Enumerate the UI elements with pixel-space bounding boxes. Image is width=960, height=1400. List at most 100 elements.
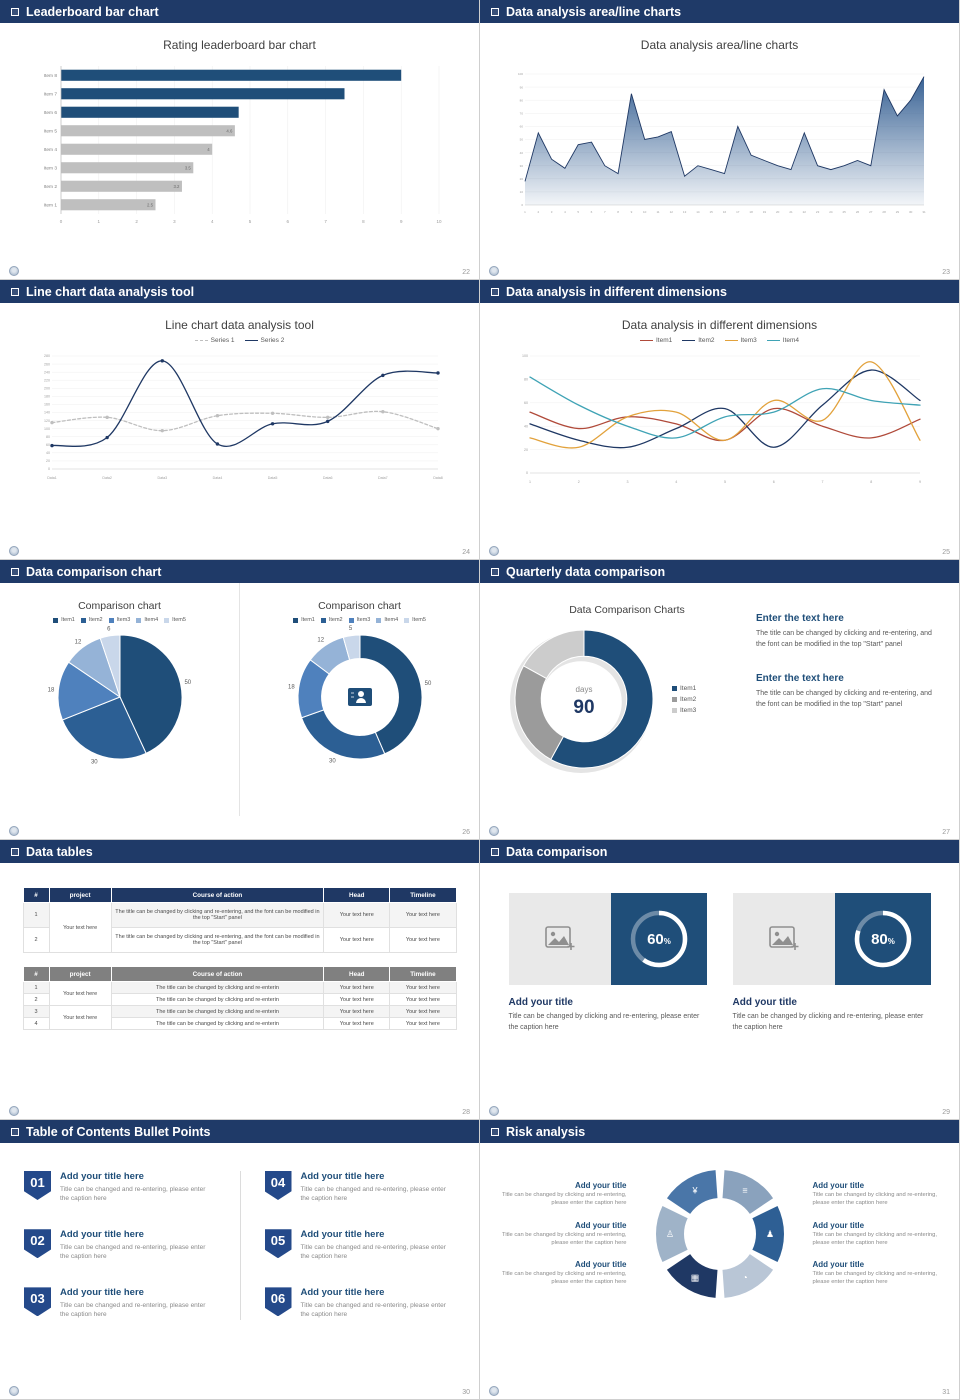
column-header: # (22, 887, 50, 903)
people-icon: ♟ (765, 1229, 773, 1239)
logo-icon (489, 826, 499, 836)
card-title: Add your title (732, 997, 797, 1008)
svg-text:30: 30 (909, 210, 913, 214)
svg-text:60%: 60% (647, 931, 671, 948)
table-cell: Your text here (389, 902, 457, 928)
svg-text:16: 16 (722, 210, 726, 214)
svg-text:Data6: Data6 (322, 476, 332, 480)
comparison-card: 80% Add your title Title can be changed … (732, 893, 931, 1033)
svg-text:80: 80 (519, 98, 523, 102)
svg-text:4: 4 (675, 480, 677, 484)
slide-header-title: Line chart data analysis tool (26, 284, 195, 299)
svg-text:160: 160 (44, 403, 50, 407)
risk-caption: Title can be changed by clicking and re-… (502, 1231, 627, 1246)
legend-label: Item4 (384, 617, 399, 623)
slide-header-title: Risk analysis (506, 1124, 586, 1139)
legend-label: Item4 (144, 617, 159, 623)
svg-text:19: 19 (762, 210, 766, 214)
legend-swatch (244, 340, 258, 341)
table-cell: The title can be changed by clicking and… (110, 981, 325, 994)
page-number: 30 (462, 1389, 470, 1396)
slide-line-chart-tool[interactable]: Line chart data analysis tool Line chart… (0, 280, 480, 560)
chart-legend: Item1 Item2 Item3 Item4 Item5 (293, 617, 426, 623)
slide-leaderboard-bar-chart[interactable]: Leaderboard bar chart Rating leaderboard… (0, 0, 480, 280)
risk-block: Add your title Title can be changed by c… (489, 1181, 627, 1208)
slide-toc-bullet-points[interactable]: Table of Contents Bullet Points 01 Add y… (0, 1120, 480, 1400)
svg-text:60: 60 (46, 443, 50, 447)
square-bullet-icon (491, 287, 499, 296)
svg-text:22: 22 (802, 210, 806, 214)
svg-text:90: 90 (519, 85, 523, 89)
table-cell: 3 (22, 1005, 50, 1018)
legend-item: Series 2 (244, 337, 284, 344)
svg-text:Data1: Data1 (47, 476, 57, 480)
slide-area-line-charts[interactable]: Data analysis area/line charts Data anal… (480, 0, 960, 280)
chart-title: Data analysis area/line charts (640, 38, 799, 52)
slide-risk-analysis[interactable]: Risk analysis Add your title Title can b… (480, 1120, 960, 1400)
logo-icon (489, 1106, 499, 1116)
slide-dimensions-chart[interactable]: Data analysis in different dimensions Da… (480, 280, 960, 560)
slide-data-tables[interactable]: Data tables # project Course of action Head… (0, 840, 480, 1120)
toc-item-title: Add your title here (300, 1171, 385, 1182)
chart-legend: Item1 Item2 Item3 Item4 Item5 (53, 617, 186, 623)
risk-title: Add your title (812, 1181, 865, 1191)
slide-header-title: Data tables (26, 844, 93, 859)
column-header: # (22, 966, 50, 982)
square-bullet-icon (11, 1127, 19, 1136)
slide-data-comparison-cards[interactable]: Data comparison 60% (480, 840, 960, 1120)
legend-label: Item2 (88, 617, 103, 623)
legend-swatch (639, 340, 653, 341)
svg-text:3.2: 3.2 (173, 184, 180, 189)
legend-label: Item3 (116, 617, 131, 623)
number-badge: 02 (24, 1229, 51, 1259)
risk-title: Add your title (574, 1181, 627, 1191)
risk-column-left: Add your title Title can be changed by c… (489, 1181, 627, 1287)
legend-swatch (724, 340, 738, 341)
legend-label: Item5 (412, 617, 426, 623)
slide-header: Line chart data analysis tool (0, 280, 479, 303)
svg-text:Data8: Data8 (433, 476, 443, 480)
svg-text:200: 200 (44, 386, 50, 390)
text-block-heading: Enter the text here (756, 672, 844, 684)
svg-text:50: 50 (184, 680, 191, 686)
table-row: 3 Your text here The title can be changed … (22, 1005, 457, 1030)
slide-header: Data tables (0, 840, 479, 863)
square-bullet-icon (491, 1127, 499, 1136)
toc-item-caption: Title can be changed and re-entering, pl… (300, 1244, 446, 1261)
money-bag-icon: ¥ (691, 1186, 698, 1196)
toc-item-title: Add your title here (60, 1229, 144, 1241)
slide-header-title: Leaderboard bar chart (26, 4, 159, 19)
slide-quarterly-comparison[interactable]: Quarterly data comparison Data Compariso… (480, 560, 960, 840)
svg-text:15: 15 (709, 210, 713, 214)
risk-title: Add your title (574, 1220, 627, 1230)
risk-title: Add your title (812, 1260, 865, 1270)
legend-item: Item5 (164, 617, 186, 623)
risk-title: Add your title (812, 1220, 865, 1230)
svg-text:Data4: Data4 (212, 476, 222, 480)
chart-title: Data analysis in different dimensions (621, 318, 818, 332)
svg-text:260: 260 (44, 362, 50, 366)
svg-text:3: 3 (173, 219, 176, 224)
slide-data-comparison-chart[interactable]: Data comparison chart Comparison chart I… (0, 560, 480, 840)
svg-text:8: 8 (617, 210, 619, 214)
text-block-body: The title can be changed by clicking and… (756, 689, 932, 708)
slide-header: Quarterly data comparison (480, 560, 959, 583)
legend-item: Item3 (108, 617, 131, 623)
legend-item: Item4 (766, 337, 799, 344)
chart-legend: Item1 Item2 Item3 (672, 685, 696, 714)
toc-column-left: 01 Add your title here Title can be chan… (24, 1171, 240, 1320)
svg-text:17: 17 (736, 210, 740, 214)
image-icon (768, 926, 798, 950)
svg-text:6: 6 (590, 210, 592, 214)
svg-text:14: 14 (696, 210, 700, 214)
svg-text:6: 6 (286, 219, 289, 224)
table-cell: 2 (22, 993, 50, 1006)
table-cell: Your text here (323, 981, 391, 994)
svg-text:1: 1 (97, 219, 100, 224)
comparison-pie-chart: 50 30 18 12 6 (47, 626, 191, 765)
svg-text:28: 28 (882, 210, 886, 214)
toc-item-title: Add your title here (60, 1171, 144, 1182)
svg-text:18: 18 (47, 687, 54, 693)
table-cell: The title can be changed by clicking and… (110, 1005, 325, 1018)
